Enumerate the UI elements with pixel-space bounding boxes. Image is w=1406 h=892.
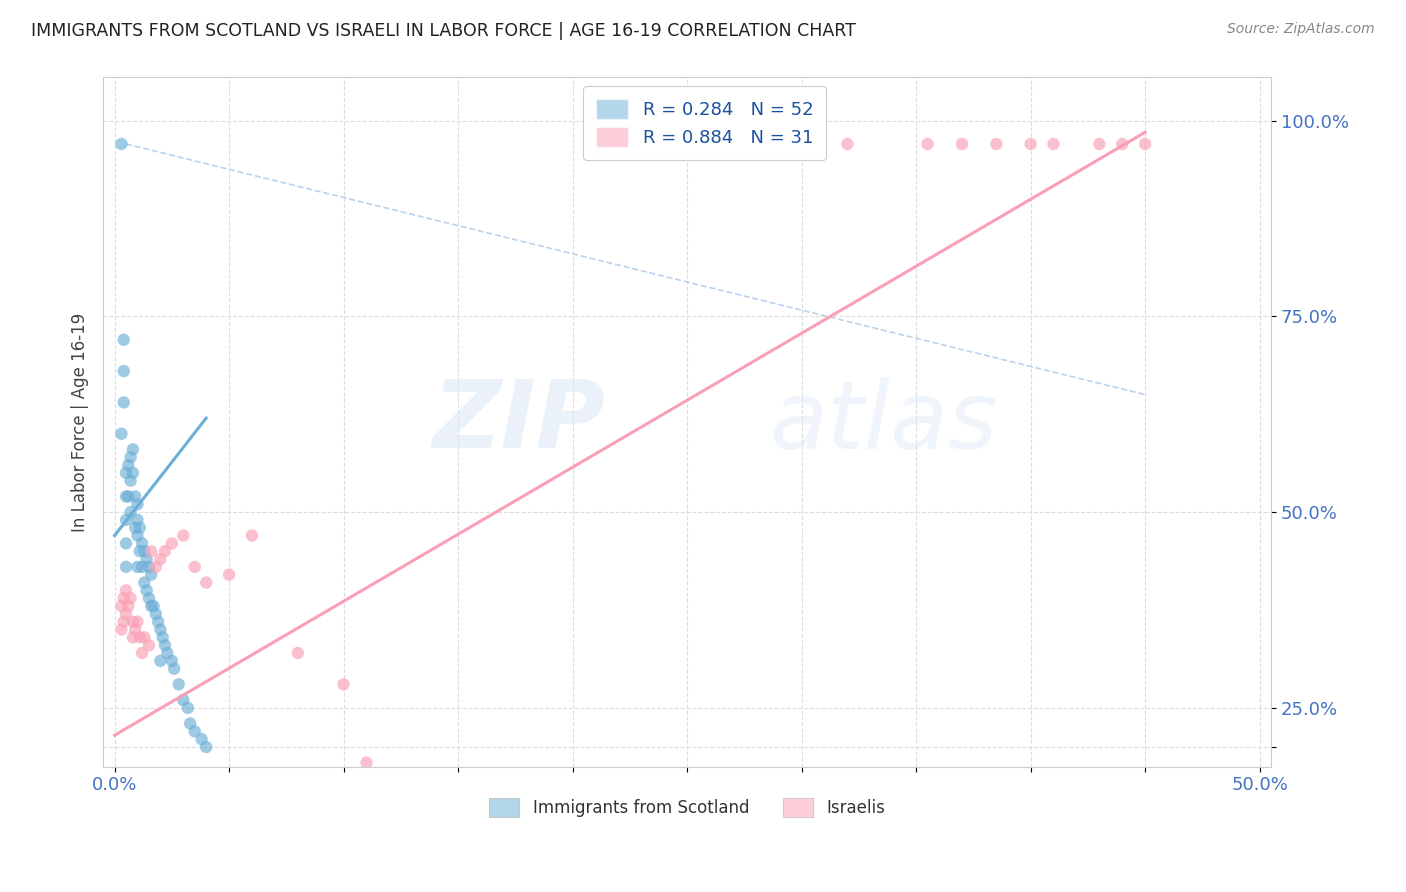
Y-axis label: In Labor Force | Age 16-19: In Labor Force | Age 16-19: [72, 312, 89, 532]
Text: Source: ZipAtlas.com: Source: ZipAtlas.com: [1227, 22, 1375, 37]
Point: [190, 732, 212, 747]
Text: IMMIGRANTS FROM SCOTLAND VS ISRAELI IN LABOR FORCE | AGE 16-19 CORRELATION CHART: IMMIGRANTS FROM SCOTLAND VS ISRAELI IN L…: [31, 22, 856, 40]
Point: [332, 677, 354, 691]
Point: [131, 646, 153, 660]
Point: [145, 607, 167, 621]
Point: [110, 623, 132, 637]
Point: [117, 489, 139, 503]
Point: [153, 544, 176, 558]
Point: [163, 662, 186, 676]
Point: [1111, 136, 1133, 151]
Point: [117, 599, 139, 613]
Text: ZIP: ZIP: [433, 376, 606, 468]
Point: [124, 623, 146, 637]
Point: [138, 591, 160, 606]
Point: [149, 623, 172, 637]
Point: [218, 567, 240, 582]
Point: [122, 631, 145, 645]
Point: [127, 513, 149, 527]
Point: [1088, 136, 1111, 151]
Point: [160, 654, 183, 668]
Point: [115, 466, 138, 480]
Point: [145, 560, 167, 574]
Point: [134, 544, 156, 558]
Point: [184, 724, 207, 739]
Point: [115, 536, 138, 550]
Point: [124, 521, 146, 535]
Point: [195, 739, 218, 754]
Point: [179, 716, 201, 731]
Point: [112, 591, 135, 606]
Point: [115, 489, 138, 503]
Point: [287, 646, 309, 660]
Point: [172, 693, 194, 707]
Point: [110, 136, 132, 151]
Point: [142, 599, 165, 613]
Point: [149, 552, 172, 566]
Point: [160, 536, 183, 550]
Point: [127, 497, 149, 511]
Point: [112, 615, 135, 629]
Point: [131, 560, 153, 574]
Point: [135, 583, 157, 598]
Point: [153, 638, 176, 652]
Text: atlas: atlas: [769, 376, 997, 467]
Point: [131, 536, 153, 550]
Point: [177, 701, 200, 715]
Point: [120, 450, 142, 465]
Point: [152, 631, 174, 645]
Point: [115, 513, 138, 527]
Point: [124, 489, 146, 503]
Point: [134, 575, 156, 590]
Point: [837, 136, 859, 151]
Point: [120, 505, 142, 519]
Point: [1133, 136, 1156, 151]
Point: [115, 607, 138, 621]
Point: [110, 599, 132, 613]
Point: [128, 544, 150, 558]
Point: [356, 756, 378, 770]
Point: [1042, 136, 1064, 151]
Legend: Immigrants from Scotland, Israelis: Immigrants from Scotland, Israelis: [482, 792, 891, 823]
Point: [110, 426, 132, 441]
Point: [516, 818, 538, 832]
Point: [117, 458, 139, 472]
Point: [156, 646, 179, 660]
Point: [950, 136, 973, 151]
Point: [127, 560, 149, 574]
Point: [122, 442, 145, 457]
Point: [184, 560, 207, 574]
Point: [146, 615, 169, 629]
Point: [141, 567, 163, 582]
Point: [112, 333, 135, 347]
Point: [425, 795, 447, 809]
Point: [112, 395, 135, 409]
Point: [195, 575, 218, 590]
Point: [120, 591, 142, 606]
Point: [134, 631, 156, 645]
Point: [115, 560, 138, 574]
Point: [127, 528, 149, 542]
Point: [240, 528, 263, 542]
Point: [112, 364, 135, 378]
Point: [172, 528, 194, 542]
Point: [141, 544, 163, 558]
Point: [128, 631, 150, 645]
Point: [115, 583, 138, 598]
Point: [127, 615, 149, 629]
Point: [917, 136, 939, 151]
Point: [1019, 136, 1042, 151]
Point: [149, 654, 172, 668]
Point: [120, 474, 142, 488]
Point: [122, 466, 145, 480]
Point: [138, 638, 160, 652]
Point: [986, 136, 1008, 151]
Point: [135, 552, 157, 566]
Point: [138, 560, 160, 574]
Point: [122, 615, 145, 629]
Point: [167, 677, 190, 691]
Point: [128, 521, 150, 535]
Point: [141, 599, 163, 613]
